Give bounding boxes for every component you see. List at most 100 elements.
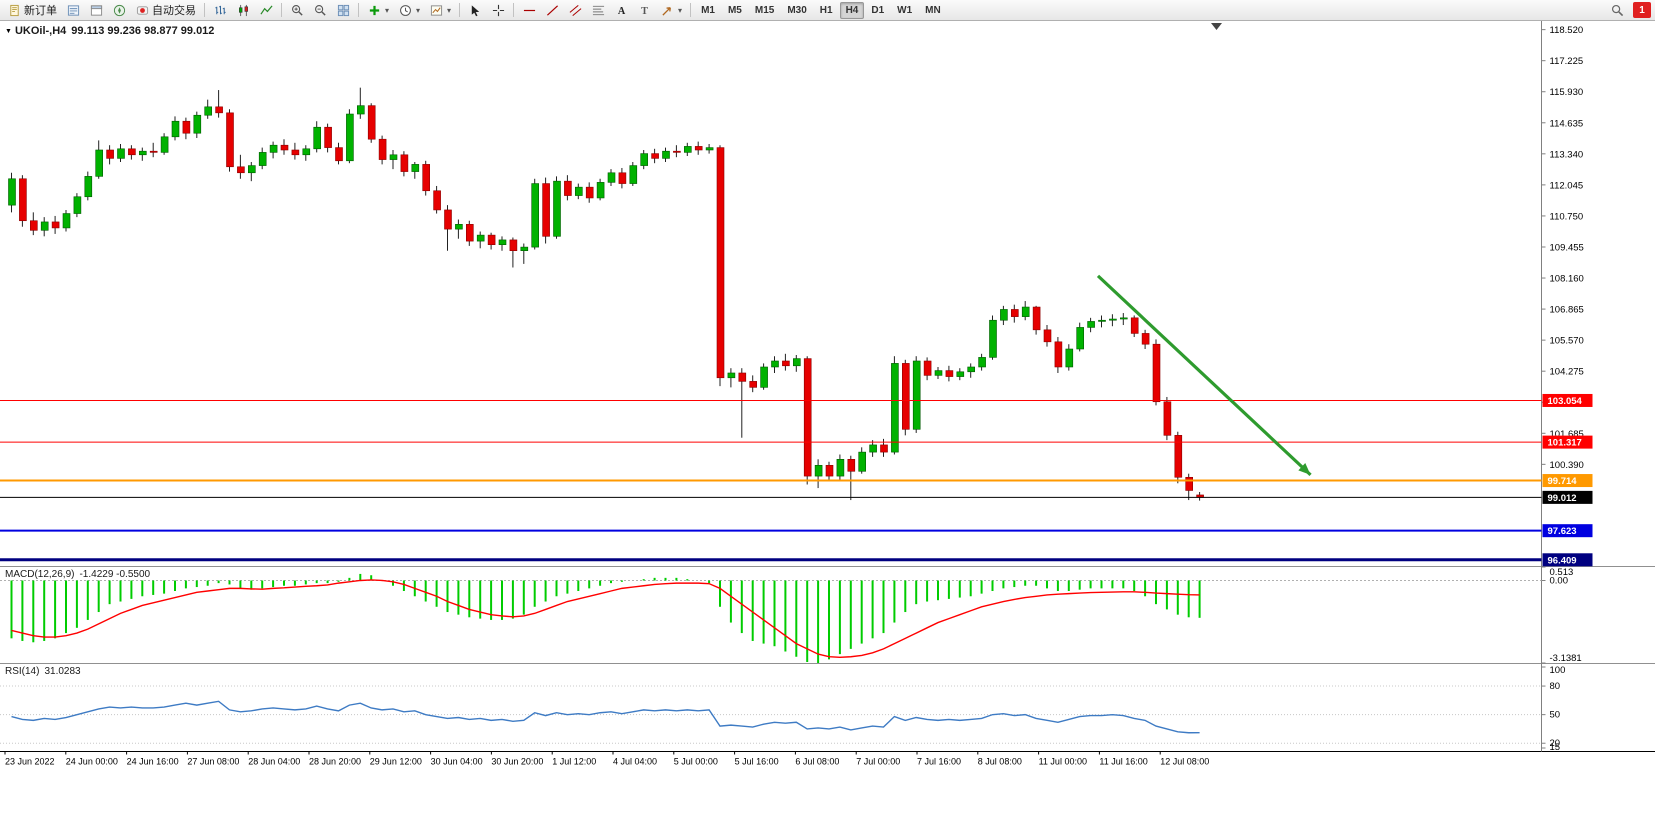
time-axis-label: 28 Jun 04:00 [248, 757, 300, 767]
fibonacci-button[interactable] [587, 1, 609, 19]
candle [749, 381, 758, 388]
periods-button[interactable]: ▾ [394, 1, 424, 19]
candle [662, 150, 670, 159]
candle [19, 178, 27, 222]
price-level-tag-label: 96.409 [1548, 555, 1577, 566]
candle [705, 147, 714, 151]
candle [1000, 309, 1008, 321]
candle [422, 164, 431, 192]
rsi-value: 31.0283 [44, 666, 81, 677]
templates-button[interactable]: ▾ [425, 1, 455, 19]
market-watch-button[interactable] [62, 1, 84, 19]
time-axis-label: 8 Jul 08:00 [978, 757, 1022, 767]
candle [869, 444, 877, 453]
fibonacci-icon [591, 3, 605, 17]
trend-arrow-head[interactable] [1298, 463, 1311, 475]
candle [596, 182, 605, 199]
candle [1032, 306, 1041, 331]
zoom-out-button[interactable] [309, 1, 331, 19]
timeframe-D1[interactable]: D1 [865, 2, 890, 19]
text-label-button[interactable]: T [633, 1, 655, 19]
candle [891, 363, 899, 453]
candlestick-chart-button[interactable] [232, 1, 254, 19]
candle [1109, 318, 1117, 321]
tile-windows-button[interactable] [332, 1, 354, 19]
timeframe-MN[interactable]: MN [919, 2, 947, 19]
chart-template-icon [429, 3, 443, 17]
candle [792, 358, 801, 367]
chart-menu-arrow-icon[interactable]: ▼ [5, 27, 12, 35]
candle [389, 154, 398, 160]
crosshair-button[interactable] [487, 1, 509, 19]
candle [291, 149, 300, 156]
candle [1163, 401, 1172, 436]
chart-info-line: ▼ UKOil-,H4 99.113 99.236 98.877 99.012 [5, 25, 214, 37]
candle [858, 451, 867, 472]
notification-badge[interactable]: 1 [1633, 2, 1651, 18]
candle [553, 180, 561, 237]
navigator-button[interactable] [108, 1, 130, 19]
candle [335, 147, 343, 162]
timeframe-M15[interactable]: M15 [749, 2, 780, 19]
shapes-button[interactable]: ▾ [656, 1, 686, 19]
line-chart-button[interactable] [255, 1, 277, 19]
main-toolbar: 新订单 自动交易 [0, 0, 1655, 21]
candle [313, 126, 322, 150]
candle [945, 370, 954, 377]
timeframe-H4[interactable]: H4 [839, 1, 865, 19]
timeframe-M1[interactable]: M1 [695, 2, 721, 19]
timeframe-W1[interactable]: W1 [891, 2, 918, 19]
chart-area[interactable]: 118.520 117.225 115.930 114.635 113.340 112.0… [0, 21, 1655, 816]
candle [585, 186, 594, 199]
text-button[interactable]: A [610, 1, 632, 19]
timeframe-M30[interactable]: M30 [781, 2, 812, 19]
channel-button[interactable] [564, 1, 586, 19]
candle [771, 360, 779, 368]
new-order-button[interactable]: 新订单 [3, 1, 61, 19]
toolbar-separator [281, 3, 282, 17]
autotrading-button[interactable]: 自动交易 [131, 1, 200, 19]
indicators-button[interactable]: ▾ [363, 1, 393, 19]
bar-chart-button[interactable] [209, 1, 231, 19]
rsi-scale-label: 20 [1550, 738, 1561, 749]
candle [901, 363, 910, 430]
candle [444, 209, 452, 230]
chevron-down-icon: ▾ [385, 5, 390, 15]
rsi-indicator-header: RSI(14) 31.0283 [5, 666, 81, 677]
candle [51, 221, 60, 229]
trend-arrow[interactable] [1096, 274, 1312, 477]
candle [226, 112, 234, 168]
candle [531, 183, 540, 248]
rsi-title: RSI(14) [5, 666, 40, 677]
zoom-in-button[interactable] [286, 1, 308, 19]
horizontal-line-button[interactable] [518, 1, 540, 19]
price-axis-label: 105.570 [1550, 336, 1584, 347]
candle [1120, 317, 1128, 320]
timeframe-M5[interactable]: M5 [722, 2, 748, 19]
price-level-tag-label: 103.054 [1548, 396, 1583, 407]
candle [1130, 317, 1139, 334]
candle [716, 147, 725, 379]
market-watch-icon [66, 3, 80, 17]
candle [564, 180, 572, 196]
trendline-button[interactable] [541, 1, 563, 19]
candle [62, 213, 71, 229]
ohlc-values: 99.113 99.236 98.877 99.012 [71, 25, 215, 37]
cursor-button[interactable] [464, 1, 486, 19]
candle [302, 148, 311, 156]
trendline-icon [545, 3, 559, 17]
macd-values: -1.4229 -0.5500 [79, 569, 151, 580]
candle [727, 372, 736, 379]
candle [269, 144, 278, 153]
price-axis-label: 109.455 [1550, 242, 1584, 253]
timeframe-H1[interactable]: H1 [814, 2, 839, 19]
candle [73, 196, 82, 214]
candle [248, 165, 256, 174]
search-button[interactable] [1606, 1, 1628, 19]
chart-shift-marker[interactable] [1211, 23, 1222, 30]
price-level-tag-label: 99.714 [1548, 476, 1578, 487]
time-axis-label: 29 Jun 12:00 [370, 757, 422, 767]
data-window-button[interactable] [85, 1, 107, 19]
zoom-in-icon [290, 3, 304, 17]
candle [618, 172, 627, 184]
